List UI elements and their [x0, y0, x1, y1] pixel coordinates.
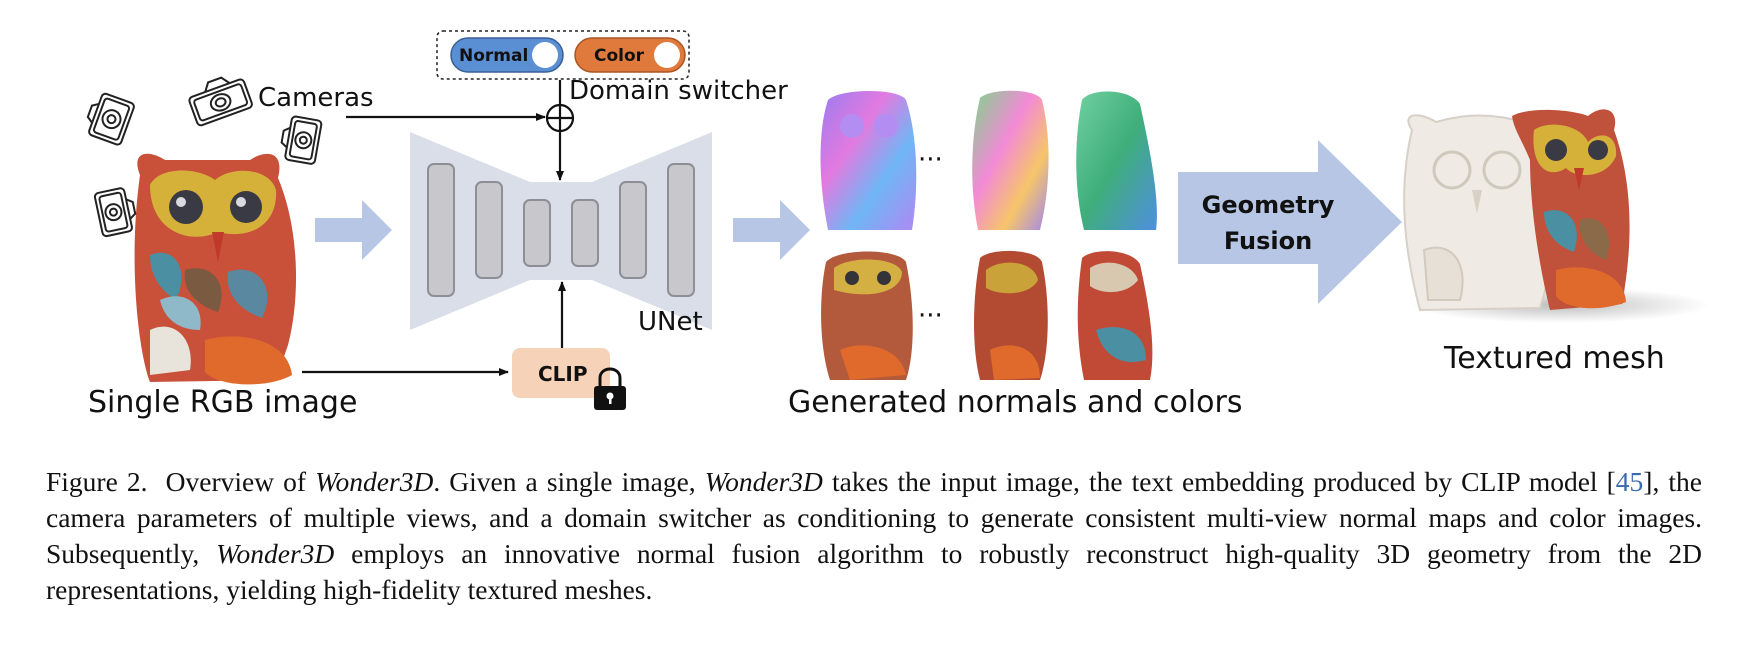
generated-colors-row — [821, 250, 1153, 380]
flow-arrow-output — [733, 200, 810, 260]
unet-layer — [667, 163, 695, 297]
lock-icon — [594, 367, 626, 410]
unet-layer — [523, 199, 551, 267]
normal-toggle[interactable]: Normal — [450, 37, 564, 73]
domain-switcher[interactable]: Normal Color — [436, 30, 690, 80]
caption-text: ], the camera parameters of multiple vie… — [46, 466, 1703, 569]
geometry-fusion-arrow: Geometry Fusion — [1178, 140, 1402, 304]
cameras-label: Cameras — [258, 83, 374, 113]
color-toggle-label: Color — [594, 46, 645, 66]
method-name: Wonder3D — [315, 466, 434, 497]
output-label: Textured mesh — [1443, 341, 1665, 376]
caption-text: employs an innovative normal fusion algo… — [46, 538, 1703, 605]
textured-mesh-output — [1403, 109, 1710, 323]
domain-switcher-label: Domain switcher — [569, 76, 788, 106]
unet-label: UNet — [638, 307, 703, 337]
camera-icon — [93, 187, 137, 238]
clip-encoder: CLIP — [512, 348, 610, 398]
caption-text: . Given a single image, — [433, 466, 696, 497]
architecture-diagram: Single RGB image — [86, 30, 1710, 420]
unet-block — [410, 132, 712, 330]
camera-icons — [86, 76, 323, 238]
unet-layer — [427, 163, 455, 297]
input-label: Single RGB image — [88, 385, 357, 420]
generated-label: Generated normals and colors — [788, 385, 1242, 420]
flow-arrow-input — [315, 200, 392, 260]
unet-layer — [475, 181, 503, 279]
clip-label: CLIP — [538, 362, 588, 386]
unet-layer — [571, 199, 599, 267]
generated-normals-row — [820, 90, 1157, 230]
fusion-label-line2: Fusion — [1224, 227, 1312, 255]
figure-label: Figure 2. — [46, 466, 148, 497]
unet-layer — [619, 181, 647, 279]
camera-icon — [188, 76, 253, 127]
camera-icon — [280, 115, 323, 165]
method-name: Wonder3D — [216, 538, 335, 569]
conditioning-arrows — [302, 80, 566, 376]
plus-operator-icon — [545, 103, 575, 133]
figure-caption: Figure 2. Overview of Wonder3D. Given a … — [46, 464, 1702, 608]
input-owl-image — [134, 153, 297, 385]
ellipsis-colors: ··· — [918, 301, 943, 331]
caption-text: Overview of — [165, 466, 307, 497]
normal-toggle-label: Normal — [459, 46, 528, 66]
citation-link[interactable]: 45 — [1615, 466, 1644, 497]
method-name: Wonder3D — [704, 466, 823, 497]
caption-text: takes the input image, the text embeddin… — [831, 466, 1616, 497]
fusion-label-line1: Geometry — [1202, 191, 1335, 219]
ellipsis-normals: ··· — [918, 145, 943, 175]
color-toggle[interactable]: Color — [574, 37, 686, 73]
camera-icon — [86, 92, 135, 146]
